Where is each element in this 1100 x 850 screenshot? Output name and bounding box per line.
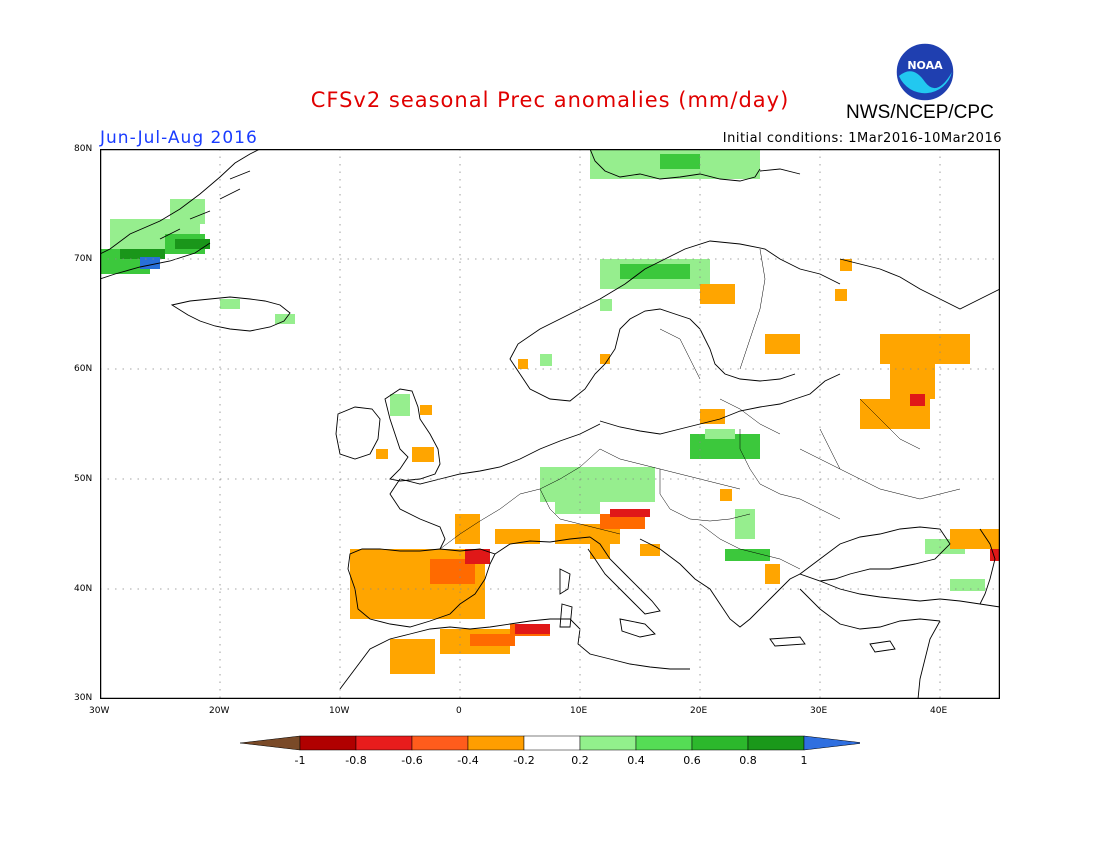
legend-swatch: [579, 735, 637, 751]
legend-swatch: [523, 735, 581, 751]
initial-conditions: Initial conditions: 1Mar2016-10Mar2016: [722, 131, 1002, 146]
legend-swatch: [467, 735, 525, 751]
lat-label: 50N: [74, 474, 93, 484]
anomaly-cell: [412, 447, 434, 462]
anomaly-cell: [720, 164, 760, 179]
anomaly-cell: [220, 299, 240, 309]
anomaly-cell: [376, 449, 388, 459]
anomaly-cell: [390, 394, 410, 416]
anomaly-cell: [660, 154, 700, 169]
lat-label: 80N: [74, 144, 93, 154]
anomaly-cell: [600, 354, 610, 364]
lon-label: 30W: [89, 706, 110, 716]
lon-label: 10E: [570, 706, 588, 716]
color-legend: -1 -0.8 -0.6 -0.4 -0.2 0.2 0.4 0.6 0.8 1: [240, 735, 860, 767]
legend-label: -0.6: [401, 754, 422, 767]
anomaly-cell: [390, 639, 435, 674]
lon-label: 10W: [329, 706, 350, 716]
anomaly-cell: [600, 514, 645, 529]
anomaly-cell: [880, 334, 970, 364]
anomaly-cell: [495, 529, 540, 544]
anomaly-cell: [765, 334, 800, 354]
anomaly-cell: [518, 359, 528, 369]
anomaly-cell: [725, 549, 770, 561]
anomaly-cell: [610, 509, 650, 517]
anomaly-cell: [600, 299, 612, 311]
anomaly-cell: [700, 284, 735, 304]
anomaly-cell: [540, 354, 552, 366]
map-title: CFSv2 seasonal Prec anomalies (mm/day): [310, 88, 790, 112]
graticule: [100, 149, 1000, 699]
noaa-logo-icon: NOAA: [895, 42, 955, 102]
legend-label: -1: [295, 754, 306, 767]
anomaly-cell: [950, 579, 985, 591]
legend-swatch: [691, 735, 749, 751]
lat-label: 60N: [74, 364, 93, 374]
anomaly-cell: [990, 549, 1000, 561]
lon-label: 30E: [810, 706, 828, 716]
coastlines: [100, 149, 1000, 699]
lat-label: 40N: [74, 584, 93, 594]
lat-label: 70N: [74, 254, 93, 264]
lon-label: 20W: [209, 706, 230, 716]
anomaly-cell: [420, 405, 432, 415]
anomaly-cell: [700, 409, 725, 424]
legend-arrow-high: [803, 735, 860, 751]
map-frame: [100, 149, 1000, 699]
country-borders: [439, 248, 961, 570]
legend-swatch: [299, 735, 357, 751]
lon-label: 0: [456, 706, 462, 716]
anomaly-cell: [720, 489, 732, 501]
forecast-period: Jun-Jul-Aug 2016: [100, 128, 258, 148]
anomaly-cell: [640, 544, 660, 556]
svg-text:NOAA: NOAA: [907, 59, 943, 72]
legend-swatch: [747, 735, 805, 751]
legend-label: 1: [801, 754, 808, 767]
agency-label: NWS/NCEP/CPC: [846, 102, 994, 123]
legend-label: 0.2: [571, 754, 589, 767]
anomaly-cell: [470, 634, 515, 646]
anomaly-cell: [140, 257, 160, 269]
anomaly-cell: [950, 529, 1000, 549]
anomaly-cell: [705, 429, 735, 439]
legend-label: 0.6: [683, 754, 701, 767]
legend-label: -0.8: [345, 754, 366, 767]
legend-swatch: [635, 735, 693, 751]
anomaly-cell: [910, 394, 925, 406]
legend-label: -0.4: [457, 754, 478, 767]
anomaly-cell: [765, 564, 780, 584]
legend-label: -0.2: [513, 754, 534, 767]
anomaly-cell: [890, 364, 935, 399]
anomaly-map: [100, 149, 1000, 699]
anomaly-cell: [840, 259, 852, 271]
legend-label: 0.4: [627, 754, 645, 767]
lat-label: 30N: [74, 693, 93, 703]
legend-swatch: [411, 735, 469, 751]
legend-arrow-low: [240, 735, 301, 751]
anomaly-cell: [735, 509, 755, 539]
anomaly-cell: [590, 539, 610, 559]
anomaly-cell: [835, 289, 847, 301]
legend-swatch: [355, 735, 413, 751]
anomaly-cell: [555, 499, 600, 514]
anomaly-cell: [620, 264, 690, 279]
anomaly-cell: [540, 467, 655, 502]
legend-label: 0.8: [739, 754, 757, 767]
anomaly-cells: [100, 149, 1000, 674]
anomaly-cell: [465, 549, 490, 564]
anomaly-cell: [380, 549, 405, 564]
lon-label: 20E: [690, 706, 708, 716]
anomaly-cell: [515, 624, 550, 634]
anomaly-cell: [175, 239, 210, 249]
lon-label: 40E: [930, 706, 948, 716]
